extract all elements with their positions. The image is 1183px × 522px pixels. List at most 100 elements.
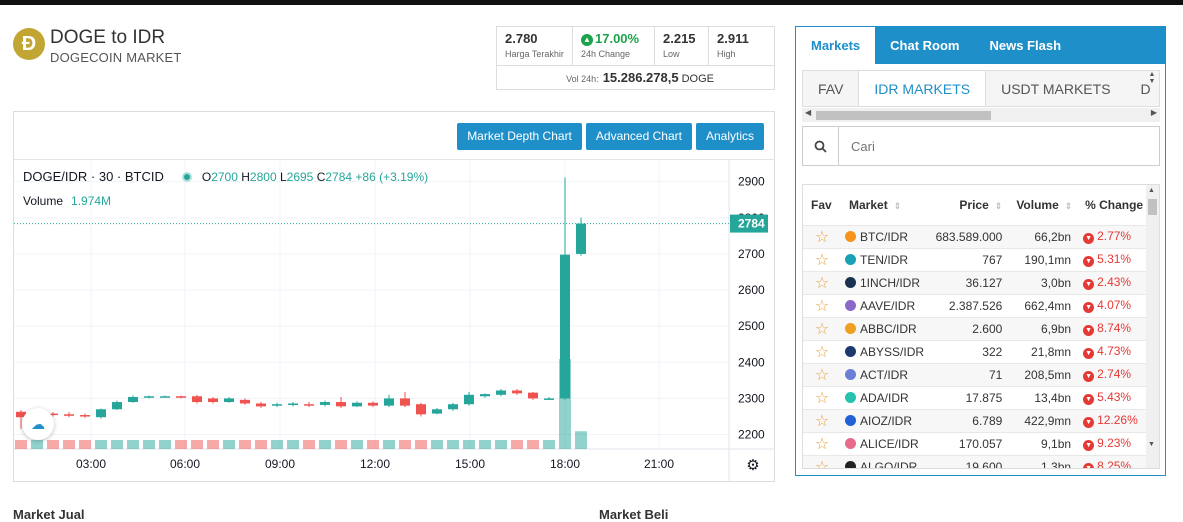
scroll-down-icon[interactable]: ▼ bbox=[1148, 441, 1155, 448]
candle-body bbox=[208, 398, 218, 403]
volume-bar bbox=[543, 440, 555, 449]
volume-bar bbox=[479, 440, 491, 449]
change-cell: ▼ 5.31% bbox=[1077, 247, 1148, 271]
table-row[interactable]: ☆ ABBC/IDR 2.600 6,9bn ▼ 8.74% bbox=[803, 316, 1148, 340]
market-cell[interactable]: ADA/IDR bbox=[841, 385, 931, 409]
market-cell[interactable]: AAVE/IDR bbox=[841, 293, 931, 317]
table-row[interactable]: ☆ AIOZ/IDR 6.789 422,9mn ▼ 12.26% bbox=[803, 408, 1148, 432]
col-volume[interactable]: Volume ⇕ bbox=[1016, 197, 1073, 212]
table-row[interactable]: ☆ TEN/IDR 767 190,1mn ▼ 5.31% bbox=[803, 247, 1148, 271]
candlestick-chart[interactable]: 2900280027002600250024002300220003:0006:… bbox=[0, 160, 774, 482]
candle-body bbox=[288, 403, 298, 405]
favorite-star-icon[interactable]: ☆ bbox=[803, 362, 841, 386]
favorite-star-icon[interactable]: ☆ bbox=[803, 385, 841, 409]
market-cell[interactable]: ACT/IDR bbox=[841, 362, 931, 386]
search-input[interactable] bbox=[839, 127, 1159, 165]
volume-bar bbox=[15, 440, 27, 449]
price-cell: 71 bbox=[930, 362, 1009, 386]
candle-body bbox=[16, 411, 26, 418]
price-cell: 683.589.000 bbox=[930, 224, 1009, 248]
arrow-down-icon: ▼ bbox=[1083, 463, 1095, 468]
subtab-fav[interactable]: FAV bbox=[818, 81, 844, 97]
market-sell-heading: Market Jual bbox=[13, 507, 85, 522]
subtab-usdt-markets[interactable]: USDT MARKETS bbox=[1001, 81, 1111, 97]
scroll-left-icon[interactable]: ◀ bbox=[805, 108, 812, 117]
market-status-icon bbox=[181, 171, 192, 182]
volume-bar bbox=[335, 440, 347, 449]
favorite-star-icon[interactable]: ☆ bbox=[803, 293, 841, 317]
favorite-star-icon[interactable]: ☆ bbox=[803, 316, 841, 340]
market-cell[interactable]: TEN/IDR bbox=[841, 247, 931, 271]
table-row[interactable]: ☆ 1INCH/IDR 36.127 3,0bn ▼ 2.43% bbox=[803, 270, 1148, 294]
table-row[interactable]: ☆ ALICE/IDR 170.057 9,1bn ▼ 9.23% bbox=[803, 431, 1148, 455]
change-cell: ▼ 12.26% bbox=[1077, 408, 1148, 432]
table-row[interactable]: ☆ BTC/IDR 683.589.000 66,2bn ▼ 2.77% bbox=[803, 224, 1148, 248]
price-cell: 2.387.526 bbox=[930, 293, 1009, 317]
market-cell[interactable]: AIOZ/IDR bbox=[841, 408, 931, 432]
arrow-down-icon: ▼ bbox=[1083, 279, 1095, 290]
advanced-chart-button[interactable]: Advanced Chart bbox=[585, 123, 692, 150]
favorite-star-icon[interactable]: ☆ bbox=[803, 247, 841, 271]
volume-legend: Volume 1.974M bbox=[23, 194, 112, 208]
table-vertical-scrollbar[interactable]: ▲ ▼ bbox=[1146, 185, 1159, 468]
scroll-right-icon[interactable]: ▶ bbox=[1150, 108, 1157, 117]
table-row[interactable]: ☆ AAVE/IDR 2.387.526 662,4mn ▼ 4.07% bbox=[803, 293, 1148, 317]
col-market[interactable]: Market ⇕ bbox=[849, 197, 902, 212]
market-cell[interactable]: ALICE/IDR bbox=[841, 431, 931, 455]
sort-icon[interactable]: ⇕ bbox=[994, 200, 1003, 211]
table-row[interactable]: ☆ ALGO/IDR 19.600 1,3bn ▼ 8.25% bbox=[803, 454, 1148, 468]
subtab-more[interactable]: D bbox=[1140, 81, 1151, 97]
tab-chat-room[interactable]: Chat Room bbox=[890, 38, 960, 53]
top-bar bbox=[0, 0, 1183, 5]
search-icon[interactable] bbox=[803, 127, 839, 165]
settings-gear-icon[interactable]: ⚙ bbox=[746, 457, 759, 474]
favorite-star-icon[interactable]: ☆ bbox=[803, 339, 841, 363]
scrollbar-thumb[interactable] bbox=[816, 111, 991, 120]
change-cell: ▼ 8.74% bbox=[1077, 316, 1148, 340]
market-depth-chart-button[interactable]: Market Depth Chart bbox=[457, 123, 582, 150]
chart-symbol[interactable]: DOGE/IDR · 30 · BTCID bbox=[23, 169, 164, 184]
favorite-star-icon[interactable]: ☆ bbox=[803, 270, 841, 294]
scroll-up-icon[interactable]: ▲ bbox=[1148, 187, 1155, 194]
col-change[interactable]: % Change bbox=[1085, 197, 1144, 212]
subtab-scroll-arrows[interactable]: ▲ ▼ bbox=[1148, 71, 1156, 85]
favorite-star-icon[interactable]: ☆ bbox=[803, 224, 841, 248]
change-cell: ▼ 4.73% bbox=[1077, 339, 1148, 363]
table-row[interactable]: ☆ ABYSS/IDR 322 21,8mn ▼ 4.73% bbox=[803, 339, 1148, 363]
volume-bar bbox=[495, 440, 507, 449]
tab-markets[interactable]: Markets bbox=[796, 27, 876, 64]
chart-legend: DOGE/IDR · 30 · BTCID O2700 H2800 L2695 … bbox=[23, 169, 428, 184]
candle-body bbox=[160, 396, 170, 398]
coin-icon bbox=[845, 437, 856, 449]
price-cell: 36.127 bbox=[930, 270, 1009, 294]
volume-bar bbox=[143, 440, 155, 449]
candle-body bbox=[48, 413, 58, 416]
volume-cell: 190,1mn bbox=[1008, 247, 1078, 271]
table-row[interactable]: ☆ ACT/IDR 71 208,5mn ▼ 2.74% bbox=[803, 362, 1148, 386]
market-cell[interactable]: ABYSS/IDR bbox=[841, 339, 931, 363]
tradingview-logo-icon[interactable]: ☁ bbox=[22, 408, 54, 440]
volume-cell: 66,2bn bbox=[1008, 224, 1078, 248]
scrollbar-thumb[interactable] bbox=[1148, 199, 1157, 215]
candle-body bbox=[496, 390, 506, 395]
favorite-star-icon[interactable]: ☆ bbox=[803, 454, 841, 468]
volume-bar bbox=[255, 440, 267, 449]
tab-news-flash[interactable]: News Flash bbox=[989, 38, 1062, 53]
sort-icon[interactable]: ⇕ bbox=[1064, 200, 1073, 211]
market-cell[interactable]: ABBC/IDR bbox=[841, 316, 931, 340]
analytics-button[interactable]: Analytics bbox=[695, 123, 764, 150]
change-cell: ▼ 2.74% bbox=[1077, 362, 1148, 386]
col-price[interactable]: Price ⇕ bbox=[959, 197, 1003, 212]
market-cell[interactable]: 1INCH/IDR bbox=[841, 270, 931, 294]
subtab-horizontal-scrollbar[interactable]: ◀ ▶ bbox=[802, 108, 1160, 122]
favorite-star-icon[interactable]: ☆ bbox=[803, 408, 841, 432]
market-cell[interactable]: BTC/IDR bbox=[841, 224, 931, 248]
candle-body bbox=[432, 409, 442, 414]
market-cell[interactable]: ALGO/IDR bbox=[841, 454, 931, 468]
sort-icon[interactable]: ⇕ bbox=[893, 200, 902, 211]
subtab-idr-markets[interactable]: IDR MARKETS bbox=[858, 71, 987, 106]
price-chart[interactable]: 2900280027002600250024002300220003:0006:… bbox=[0, 159, 774, 482]
favorite-star-icon[interactable]: ☆ bbox=[803, 431, 841, 455]
volume-bar bbox=[79, 440, 91, 449]
table-row[interactable]: ☆ ADA/IDR 17.875 13,4bn ▼ 5.43% bbox=[803, 385, 1148, 409]
